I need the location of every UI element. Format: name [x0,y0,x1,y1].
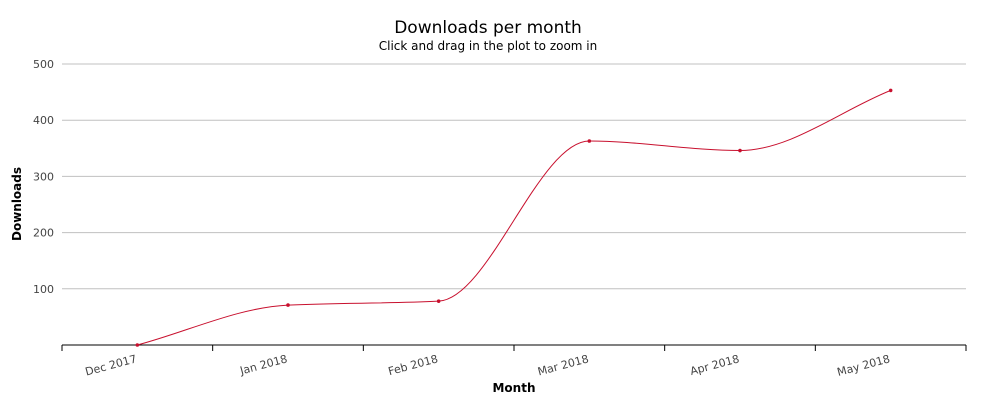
y-tick-label: 300 [33,170,54,183]
y-axis-title: Downloads [10,167,24,241]
series-line [137,89,891,346]
data-point-apr-2018[interactable] [738,148,742,153]
x-tick-label: May 2018 [836,352,892,379]
y-tick-label: 100 [33,283,54,296]
x-tick-label: Feb 2018 [387,352,440,378]
series [135,88,893,347]
gridlines [62,63,966,290]
chart-subtitle: Click and drag in the plot to zoom in [379,39,598,53]
chart-title: Downloads per month [394,18,582,38]
data-point-mar-2018[interactable] [587,139,592,143]
x-tick-label: Jan 2018 [238,352,289,377]
x-axis-title: Month [492,381,535,395]
y-tick-label: 400 [33,114,54,127]
data-point-may-2018[interactable] [888,88,893,93]
y-axis: 100 200 300 400 500 [33,58,54,296]
y-tick-label: 200 [33,227,54,240]
data-point-dec-2017[interactable] [135,343,140,347]
y-tick-label: 500 [33,58,54,71]
data-point-jan-2018[interactable] [286,303,290,307]
x-tick-label: Mar 2018 [536,352,590,378]
x-tick-label: Dec 2017 [84,352,138,378]
x-tick-label: Apr 2018 [689,352,741,378]
x-axis: Dec 2017 Jan 2018 Feb 2018 Mar 2018 Apr 2018… [61,344,967,379]
data-point-feb-2018[interactable] [436,299,441,303]
